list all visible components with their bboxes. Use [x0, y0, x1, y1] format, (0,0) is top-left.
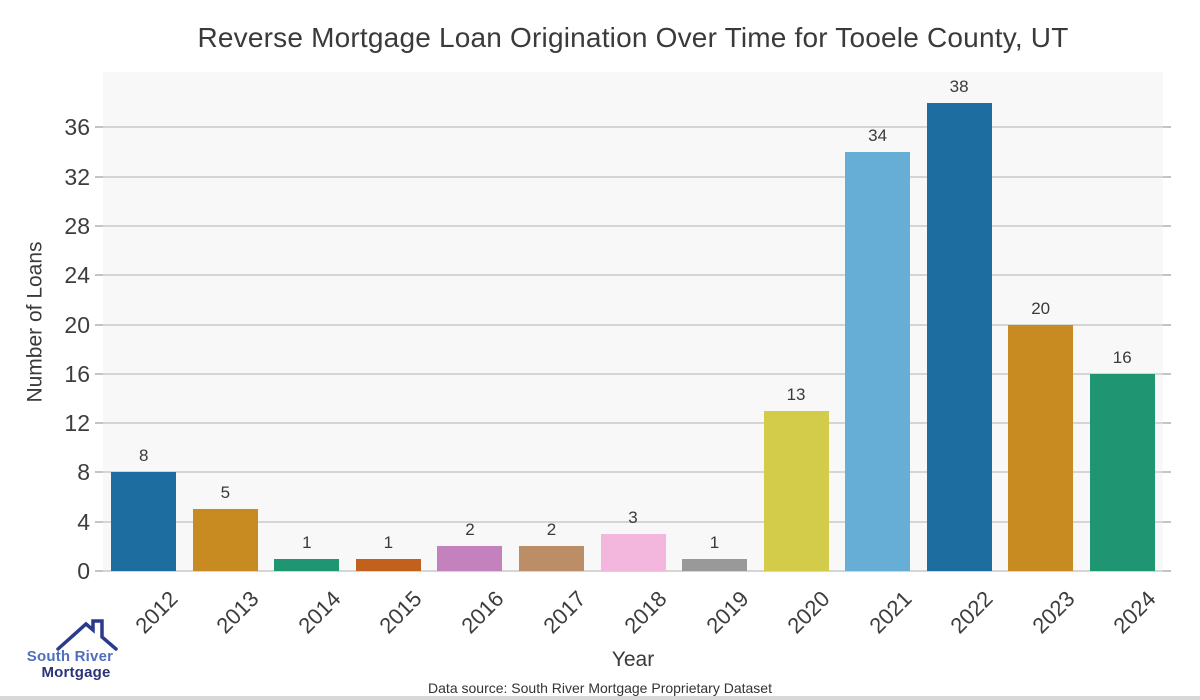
- x-tick-label-2019: 2019: [700, 586, 754, 639]
- bar-2013: [192, 509, 258, 571]
- y-tick-mark-left-0: [95, 570, 103, 572]
- gridline-8: [103, 471, 1163, 474]
- y-tick-mark-right-8: [1163, 471, 1171, 474]
- bar-2012: [111, 472, 177, 571]
- bar-2023: [1008, 324, 1074, 571]
- y-tick-mark-right-28: [1163, 225, 1171, 227]
- x-tick-label-2018: 2018: [619, 586, 672, 639]
- y-tick-mark-right-32: [1163, 175, 1171, 178]
- bar-value-label-2012: 8: [139, 446, 149, 466]
- y-tick-mark-right-12: [1163, 422, 1171, 425]
- chart-title: Reverse Mortgage Loan Origination Over T…: [197, 22, 1069, 53]
- bar-2019: [682, 558, 748, 571]
- y-tick-label-24: 24: [64, 262, 90, 289]
- y-tick-mark-right-36: [1163, 126, 1171, 129]
- y-tick-label-20: 20: [64, 311, 90, 338]
- y-tick-label-16: 16: [64, 360, 90, 387]
- bar-value-label-2019: 1: [709, 532, 720, 552]
- plot-area: [103, 72, 1163, 572]
- bar-2020: [763, 410, 829, 571]
- house-roof-icon: [56, 619, 118, 651]
- y-tick-mark-right-4: [1163, 520, 1171, 523]
- y-tick-mark-left-36: [95, 126, 103, 129]
- y-tick-mark-right-16: [1163, 372, 1171, 375]
- gridline-28: [103, 225, 1163, 227]
- y-tick-label-8: 8: [77, 459, 90, 486]
- south-river-mortgage-logo: South River Mortgage: [14, 616, 126, 682]
- x-tick-label-2016: 2016: [456, 586, 509, 639]
- y-tick-mark-left-8: [95, 471, 103, 474]
- y-tick-mark-left-16: [95, 372, 103, 375]
- gridline-4: [103, 520, 1163, 523]
- gridline-36: [103, 126, 1163, 129]
- y-tick-mark-right-0: [1163, 570, 1171, 572]
- bottom-border-strip: [0, 696, 1200, 700]
- bar-value-label-2014: 1: [302, 532, 312, 552]
- bar-2022: [926, 102, 992, 571]
- x-tick-label-2014: 2014: [293, 586, 346, 639]
- bar-value-label-2023: 20: [1031, 298, 1051, 318]
- y-tick-label-12: 12: [64, 410, 90, 437]
- bar-2016: [437, 546, 503, 571]
- y-tick-mark-left-12: [95, 422, 103, 425]
- x-tick-label-2017: 2017: [537, 586, 591, 639]
- bar-value-label-2016: 2: [465, 520, 475, 540]
- bar-2015: [355, 558, 421, 571]
- y-tick-mark-left-4: [95, 520, 103, 523]
- bar-value-label-2024: 16: [1112, 347, 1132, 367]
- bar-value-label-2017: 2: [546, 520, 557, 540]
- y-tick-mark-left-24: [95, 274, 103, 277]
- gridline-12: [103, 422, 1163, 425]
- y-tick-mark-right-24: [1163, 274, 1171, 277]
- y-tick-mark-left-28: [95, 225, 103, 227]
- bar-value-label-2022: 38: [949, 76, 969, 96]
- bar-value-label-2018: 3: [628, 508, 638, 528]
- gridline-24: [103, 274, 1163, 277]
- gridline-0: [103, 570, 1163, 572]
- x-tick-label-2021: 2021: [864, 586, 917, 639]
- bar-2024: [1089, 373, 1155, 571]
- y-tick-label-0: 0: [77, 558, 90, 584]
- y-tick-mark-left-20: [95, 323, 103, 326]
- logo-text-south-river: South River: [26, 648, 114, 665]
- x-tick-label-2023: 2023: [1027, 586, 1080, 639]
- bar-2017: [518, 546, 584, 571]
- bar-value-label-2013: 5: [220, 483, 231, 503]
- bar-value-label-2021: 34: [868, 126, 888, 146]
- y-tick-mark-right-20: [1163, 323, 1171, 326]
- x-axis-title: Year: [611, 648, 655, 671]
- y-tick-label-36: 36: [64, 114, 90, 141]
- gridline-32: [103, 175, 1163, 178]
- bar-value-label-2015: 1: [383, 532, 394, 552]
- bar-value-label-2020: 13: [786, 384, 806, 404]
- y-tick-label-28: 28: [64, 213, 90, 239]
- y-tick-label-32: 32: [64, 163, 90, 190]
- bar-2014: [274, 558, 340, 571]
- bar-2021: [845, 152, 911, 571]
- bar-2018: [600, 534, 666, 571]
- x-tick-label-2020: 2020: [782, 586, 835, 639]
- x-tick-label-2024: 2024: [1108, 586, 1161, 639]
- y-tick-mark-left-32: [95, 175, 103, 178]
- gridline-16: [103, 372, 1163, 375]
- y-tick-label-4: 4: [77, 508, 90, 535]
- gridline-20: [103, 323, 1163, 326]
- x-tick-label-2012: 2012: [130, 586, 183, 639]
- data-source-caption: Data source: South River Mortgage Propri…: [428, 680, 772, 696]
- x-tick-label-2015: 2015: [374, 586, 428, 639]
- logo-text-mortgage: Mortgage: [41, 664, 111, 681]
- x-tick-label-2022: 2022: [945, 586, 998, 639]
- x-tick-label-2013: 2013: [211, 586, 264, 639]
